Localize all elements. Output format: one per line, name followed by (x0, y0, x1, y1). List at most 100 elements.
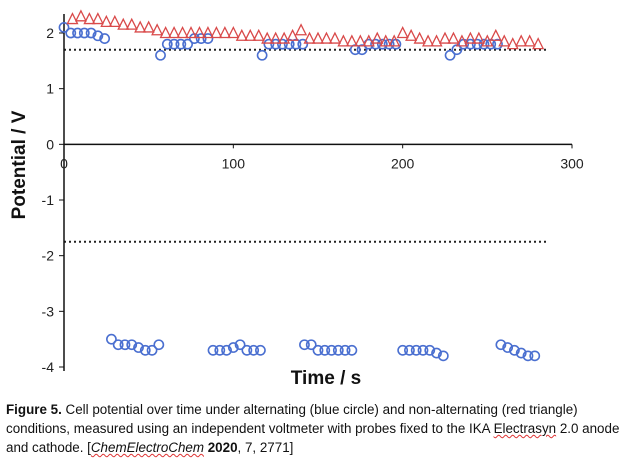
data-point-circle (437, 350, 449, 362)
data-point-circle (182, 38, 194, 50)
data-point-triangle (303, 31, 316, 44)
data-point-circle (312, 344, 324, 356)
data-point-circle (283, 38, 295, 50)
data-point-circle (112, 339, 124, 351)
data-point-triangle (354, 34, 367, 47)
data-point-triangle (74, 9, 87, 22)
data-point-circle (522, 350, 534, 362)
data-point-triangle (184, 26, 198, 39)
data-point-circle (478, 38, 490, 50)
data-point-circle (214, 344, 226, 356)
data-point-triangle (227, 26, 240, 39)
data-point-triangle (472, 31, 485, 44)
x-tick-label: 300 (560, 155, 584, 171)
caption-year: 2020 (207, 440, 238, 455)
data-point-circle (444, 49, 456, 61)
data-point-circle (495, 339, 507, 351)
data-point-circle (383, 38, 395, 50)
data-point-circle (106, 333, 117, 345)
data-point-circle (299, 339, 310, 351)
data-point-circle (410, 344, 422, 356)
data-point-triangle (278, 31, 291, 44)
data-point-circle (326, 344, 337, 356)
data-point-triangle (244, 28, 257, 41)
data-point-circle (175, 38, 187, 50)
data-point-circle (202, 33, 214, 44)
data-point-circle (195, 33, 207, 44)
data-point-triangle (100, 14, 113, 28)
data-point-circle (370, 38, 381, 50)
figure-caption: Figure 5. Cell potential over time under… (6, 400, 631, 457)
data-point-circle (417, 344, 429, 356)
data-point-circle (339, 344, 351, 356)
data-point-circle (241, 344, 253, 356)
data-point-circle (248, 344, 260, 356)
data-point-circle (58, 22, 70, 33)
data-point-circle (431, 347, 442, 359)
data-point-circle (92, 30, 104, 42)
data-point-triangle (261, 31, 274, 44)
data-point-circle (161, 38, 173, 50)
data-point-triangle (108, 14, 121, 28)
data-point-circle (270, 38, 282, 50)
data-point-triangle (91, 12, 104, 25)
data-point-triangle (464, 31, 477, 44)
data-point-triangle (83, 12, 96, 25)
data-point-circle (256, 49, 268, 61)
data-point-circle (509, 344, 520, 356)
data-point-circle (471, 38, 483, 50)
blue-circle-series (58, 22, 541, 362)
data-point-triangle (235, 28, 248, 41)
data-point-triangle (252, 28, 265, 41)
data-point-circle (515, 347, 527, 359)
data-point-circle (263, 38, 275, 50)
data-point-triangle (66, 12, 79, 25)
data-point-triangle (142, 20, 155, 33)
data-point-triangle (379, 34, 392, 47)
y-tick-label: -2 (42, 248, 55, 264)
caption-reference: , 7, 2771] (237, 440, 294, 455)
data-point-circle (424, 344, 436, 356)
data-point-triangle (515, 34, 528, 47)
y-tick-label: 0 (46, 136, 54, 152)
y-tick-label: -1 (42, 192, 55, 208)
data-point-triangle (455, 34, 468, 47)
data-point-triangle (125, 17, 138, 30)
data-point-circle (168, 38, 180, 50)
data-point-triangle (371, 31, 384, 44)
data-point-circle (356, 44, 368, 56)
data-point-circle (297, 38, 309, 50)
data-point-triangle (345, 34, 358, 47)
data-point-triangle (210, 26, 223, 39)
caption-journal: ChemElectroChem (90, 440, 204, 455)
caption-instrument-name: Electrasyn (493, 421, 557, 436)
data-point-circle (290, 38, 302, 50)
data-point-triangle (422, 34, 435, 47)
data-point-circle (492, 38, 503, 50)
data-point-triangle (413, 31, 426, 44)
data-point-triangle (117, 17, 130, 30)
data-point-triangle (337, 34, 350, 47)
caption-text-2: 2.0 anode and cathode. [ (6, 421, 620, 455)
data-point-triangle (151, 23, 164, 36)
data-point-triangle (218, 26, 231, 39)
data-point-circle (85, 27, 97, 39)
data-point-circle (221, 344, 232, 356)
data-point-circle (78, 27, 90, 39)
data-point-circle (277, 38, 288, 50)
data-point-triangle (269, 31, 282, 44)
data-point-triangle (438, 31, 452, 44)
data-point-circle (126, 339, 138, 351)
x-axis-title: Time / s (291, 368, 361, 389)
data-point-triangle (201, 26, 214, 39)
data-point-circle (319, 344, 331, 356)
data-point-circle (207, 344, 219, 356)
data-point-triangle (388, 34, 401, 47)
data-point-triangle (489, 28, 502, 41)
data-point-circle (529, 350, 541, 362)
y-tick-label: -4 (42, 359, 55, 375)
data-point-triangle (506, 37, 519, 50)
data-point-circle (155, 49, 166, 61)
data-point-circle (397, 344, 409, 356)
chart-area: 0 100 200 300 2 1 0 -1 -2 -3 -4 Potential / V Tim… (9, 9, 584, 389)
